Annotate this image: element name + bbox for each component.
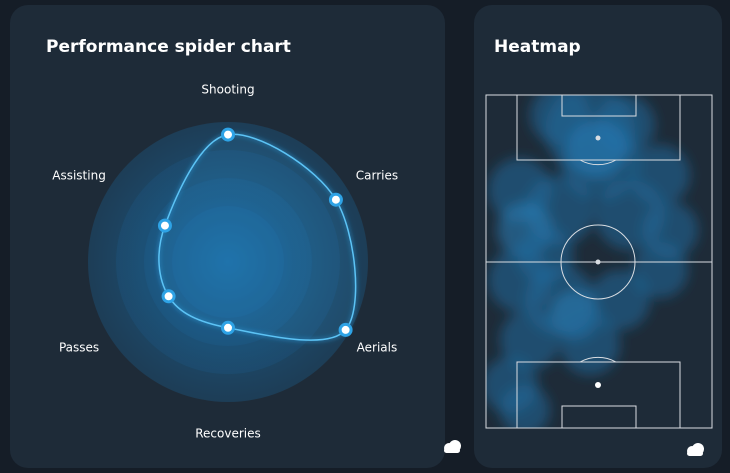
axis-label: Recoveries — [195, 427, 261, 441]
axis-label: Passes — [59, 341, 99, 355]
radar-point — [161, 289, 176, 304]
radar-point — [157, 218, 172, 233]
radar-point — [221, 320, 235, 335]
chart-title: Performance spider chart — [46, 37, 291, 57]
axis-label: Assisting — [52, 169, 106, 183]
download-icon[interactable] — [687, 443, 704, 456]
radar-point — [328, 192, 343, 207]
download-icon[interactable] — [444, 440, 461, 453]
axis-label: Shooting — [201, 83, 254, 97]
heatmap-title: Heatmap — [494, 37, 581, 57]
radar-point — [338, 322, 353, 337]
pitch — [485, 94, 713, 429]
axis-label: Aerials — [357, 341, 398, 355]
axis-label: Carries — [356, 169, 398, 183]
radar: Shooting Carries Aerials Recoveries Passes As… — [52, 83, 398, 441]
heat-blobs — [486, 95, 698, 428]
radar-point — [221, 127, 235, 142]
